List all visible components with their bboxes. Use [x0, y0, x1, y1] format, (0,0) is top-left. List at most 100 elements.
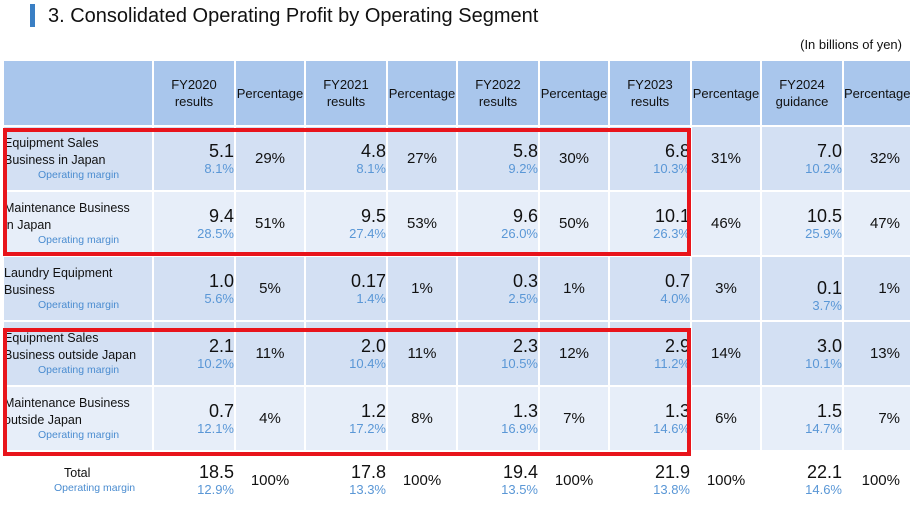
profit-value: 2.3 [512, 335, 538, 356]
segment-profit-table: FY2020 results Percentage FY2021 results P… [2, 59, 912, 510]
value-cell: 3.0 10.1% [760, 320, 844, 387]
percentage-cell: 30% [538, 125, 610, 192]
value-cell: 19.4 13.5% [456, 450, 540, 510]
value-cell: 22.1 14.6% [760, 450, 844, 510]
header-row: FY2020 results Percentage FY2021 results P… [2, 59, 912, 127]
profit-value: 0.3 [512, 270, 538, 291]
profit-value: 9.6 [512, 205, 538, 226]
percentage-cell: 7% [538, 385, 610, 452]
margin-value: 8.1% [204, 160, 234, 176]
profit-value: 5.8 [512, 140, 538, 161]
profit-value: 18.5 [198, 462, 234, 482]
percentage-cell: 14% [690, 320, 762, 387]
margin-value: 5.6% [204, 290, 234, 306]
margin-value: 10.2% [197, 355, 234, 371]
value-cell: 5.8 9.2% [456, 125, 540, 192]
margin-value: 14.7% [805, 420, 842, 436]
unit-note: (In billions of yen) [800, 37, 902, 52]
percentage-cell: 100% [842, 450, 912, 510]
value-cell: 9.4 28.5% [152, 190, 236, 257]
percentage-cell: 11% [386, 320, 458, 387]
margin-value: 12.9% [197, 482, 234, 497]
margin-value: 14.6% [653, 420, 690, 436]
profit-value: 17.8 [350, 462, 386, 482]
value-cell: 1.3 16.9% [456, 385, 540, 452]
margin-value: 13.3% [349, 482, 386, 497]
margin-value: 28.5% [197, 225, 234, 241]
margin-value: 2.5% [508, 290, 538, 306]
value-cell: 10.1 26.3% [608, 190, 692, 257]
percentage-cell: 32% [842, 125, 912, 192]
header-fy2020: FY2020 results [152, 59, 236, 127]
value-cell: 1.0 5.6% [152, 255, 236, 322]
segment-name-line2: in Japan [4, 218, 52, 232]
value-cell: 2.0 10.4% [304, 320, 388, 387]
header-fy2023: FY2023 results [608, 59, 692, 127]
percentage-cell: 8% [386, 385, 458, 452]
percentage-cell: 1% [538, 255, 610, 322]
margin-value: 11.2% [654, 355, 690, 371]
profit-value: 3.0 [816, 335, 842, 356]
profit-value: 1.3 [512, 400, 538, 421]
table-row: Equipment Sales Business in Japan Operatin… [2, 125, 912, 192]
value-cell: 0.7 4.0% [608, 255, 692, 322]
operating-margin-label: Operating margin [38, 169, 120, 181]
margin-value: 10.3% [653, 160, 690, 176]
header-percentage: Percentage [386, 59, 458, 127]
margin-value: 10.5% [501, 355, 538, 371]
page-title: 3. Consolidated Operating Profit by Oper… [48, 5, 539, 27]
profit-value: 10.5 [806, 205, 842, 226]
percentage-cell: 7% [842, 385, 912, 452]
value-cell: 2.3 10.5% [456, 320, 540, 387]
percentage-cell: 46% [690, 190, 762, 257]
margin-value: 17.2% [349, 420, 386, 436]
margin-value: 26.3% [653, 225, 690, 241]
table-row: Maintenance Business in Japan Operating ma… [2, 190, 912, 257]
segment-name-line2: Business in Japan [4, 153, 106, 167]
percentage-cell: 100% [690, 450, 762, 510]
table-row: Equipment Sales Business outside Japan Ope… [2, 320, 912, 387]
segment-name-line1: Maintenance Business [4, 396, 130, 410]
profit-value: 0.1 [816, 277, 842, 298]
value-cell: 6.8 10.3% [608, 125, 692, 192]
segment-label: Equipment Sales Business outside Japan Ope… [2, 320, 154, 387]
margin-value: 4.0% [660, 290, 690, 306]
segment-name-line2: Business [4, 283, 55, 297]
profit-value: 0.7 [664, 270, 690, 291]
segment-label: Maintenance Business in Japan Operating ma… [2, 190, 154, 257]
value-cell: 1.3 14.6% [608, 385, 692, 452]
title-accent-bar [30, 4, 35, 27]
margin-value: 12.1% [197, 420, 234, 436]
operating-margin-label: Operating margin [54, 482, 136, 494]
percentage-cell: 29% [234, 125, 306, 192]
value-cell: 9.6 26.0% [456, 190, 540, 257]
profit-value: 1.0 [208, 270, 234, 291]
operating-margin-label: Operating margin [38, 364, 120, 376]
margin-value: 26.0% [501, 225, 538, 241]
margin-value: 3.7% [812, 297, 842, 313]
segment-label: Laundry Equipment Business Operating margi… [2, 255, 154, 322]
margin-value: 10.1% [805, 355, 842, 371]
percentage-cell: 4% [234, 385, 306, 452]
value-cell: 0.3 2.5% [456, 255, 540, 322]
profit-value: 0.7 [208, 400, 234, 421]
value-cell: 0.1 3.7% [760, 255, 844, 322]
value-cell: 2.9 11.2% [608, 320, 692, 387]
percentage-cell: 11% [234, 320, 306, 387]
percentage-cell: 5% [234, 255, 306, 322]
margin-value: 14.6% [805, 482, 842, 497]
profit-value: 9.5 [360, 205, 386, 226]
total-label: Total Operating margin [2, 450, 154, 510]
percentage-cell: 100% [538, 450, 610, 510]
value-cell: 1.2 17.2% [304, 385, 388, 452]
profit-value: 0.17 [350, 270, 386, 291]
total-row: Total Operating margin 18.5 12.9% 100% 17.8 13… [2, 450, 912, 510]
margin-value: 13.8% [653, 482, 690, 497]
margin-value: 13.5% [501, 482, 538, 497]
value-cell: 0.7 12.1% [152, 385, 236, 452]
margin-value: 9.2% [508, 160, 538, 176]
percentage-cell: 47% [842, 190, 912, 257]
percentage-cell: 27% [386, 125, 458, 192]
profit-value: 9.4 [208, 205, 234, 226]
profit-value: 5.1 [208, 140, 234, 161]
